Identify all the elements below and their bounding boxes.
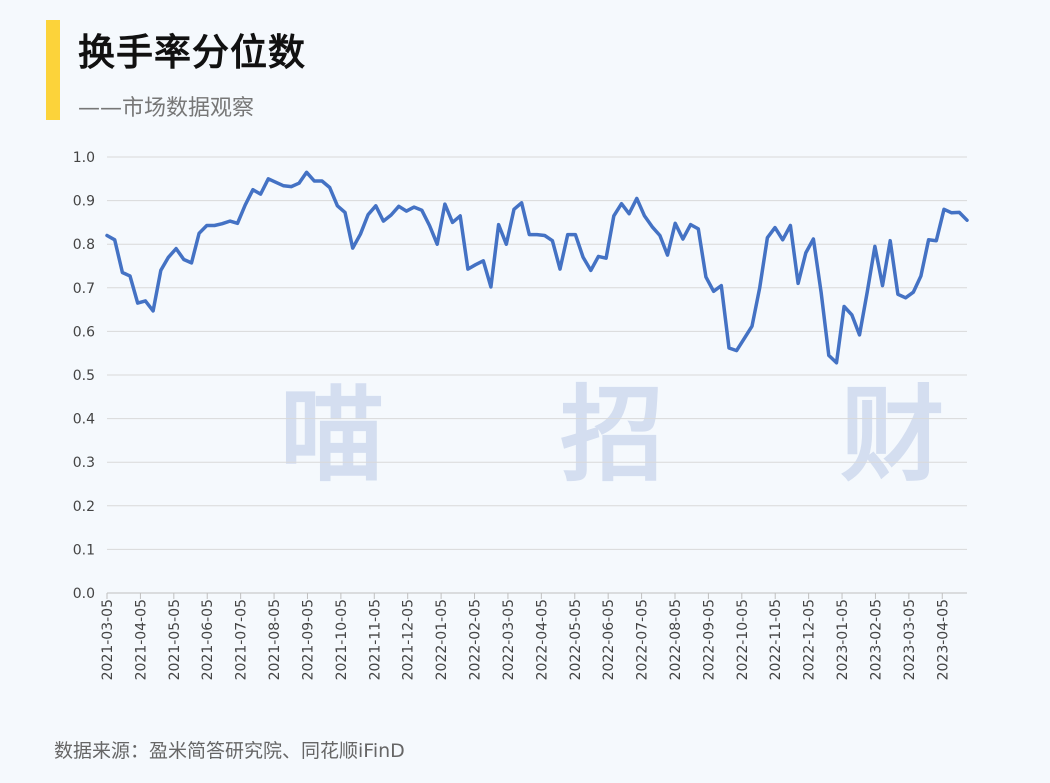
x-tick-label: 2022-08-05 bbox=[668, 599, 684, 680]
x-tick-label: 2022-05-05 bbox=[568, 599, 584, 680]
x-tick-label: 2022-12-05 bbox=[802, 599, 818, 680]
x-tick-label: 2021-04-05 bbox=[133, 599, 149, 680]
y-tick-label: 0.4 bbox=[73, 412, 95, 428]
y-tick-label: 0.3 bbox=[73, 455, 95, 471]
x-tick-label: 2021-03-05 bbox=[100, 599, 116, 680]
x-tick-label: 2023-01-05 bbox=[835, 599, 851, 680]
x-tick-label: 2021-12-05 bbox=[401, 599, 417, 680]
x-tick-label: 2022-11-05 bbox=[768, 599, 784, 680]
y-tick-label: 1.0 bbox=[73, 150, 95, 166]
x-tick-label: 2021-06-05 bbox=[200, 599, 216, 680]
x-tick-label: 2022-07-05 bbox=[635, 599, 651, 680]
x-tick-label: 2023-02-05 bbox=[868, 599, 884, 680]
x-tick-label: 2022-01-05 bbox=[434, 599, 450, 680]
chart-subtitle: ——市场数据观察 bbox=[78, 96, 255, 121]
x-tick-label: 2021-07-05 bbox=[234, 599, 250, 680]
y-tick-label: 0.8 bbox=[73, 237, 95, 253]
x-tick-label: 2022-04-05 bbox=[534, 599, 550, 680]
x-tick-label: 2023-04-05 bbox=[935, 599, 951, 680]
x-tick-label: 2021-10-05 bbox=[334, 599, 350, 680]
x-tick-label: 2022-09-05 bbox=[701, 599, 717, 680]
y-tick-label: 0.6 bbox=[73, 324, 95, 340]
data-source-note: 数据来源：盈米简答研究院、同花顺iFinD bbox=[54, 740, 405, 762]
series-line bbox=[105, 170, 969, 365]
y-tick-label: 0.7 bbox=[73, 281, 95, 297]
y-tick-label: 0.0 bbox=[73, 586, 95, 602]
x-tick-label: 2022-03-05 bbox=[501, 599, 517, 680]
x-tick-label: 2021-08-05 bbox=[267, 599, 283, 680]
y-tick-label: 0.1 bbox=[73, 542, 95, 558]
x-tick-label: 2023-03-05 bbox=[902, 599, 918, 680]
y-tick-label: 0.9 bbox=[73, 194, 95, 210]
watermark: 喵 招 财 bbox=[280, 374, 1015, 496]
y-tick-label: 0.5 bbox=[73, 368, 95, 384]
y-tick-label: 0.2 bbox=[73, 499, 95, 515]
x-tick-label: 2022-10-05 bbox=[735, 599, 751, 680]
x-tick-label: 2021-11-05 bbox=[367, 599, 383, 680]
x-tick-label: 2021-05-05 bbox=[167, 599, 183, 680]
x-tick-label: 2022-02-05 bbox=[468, 599, 484, 680]
x-tick-label: 2022-06-05 bbox=[601, 599, 617, 680]
x-tick-label: 2021-09-05 bbox=[300, 599, 316, 680]
title-accent-bar bbox=[46, 20, 60, 120]
chart-title: 换手率分位数 bbox=[78, 31, 306, 74]
